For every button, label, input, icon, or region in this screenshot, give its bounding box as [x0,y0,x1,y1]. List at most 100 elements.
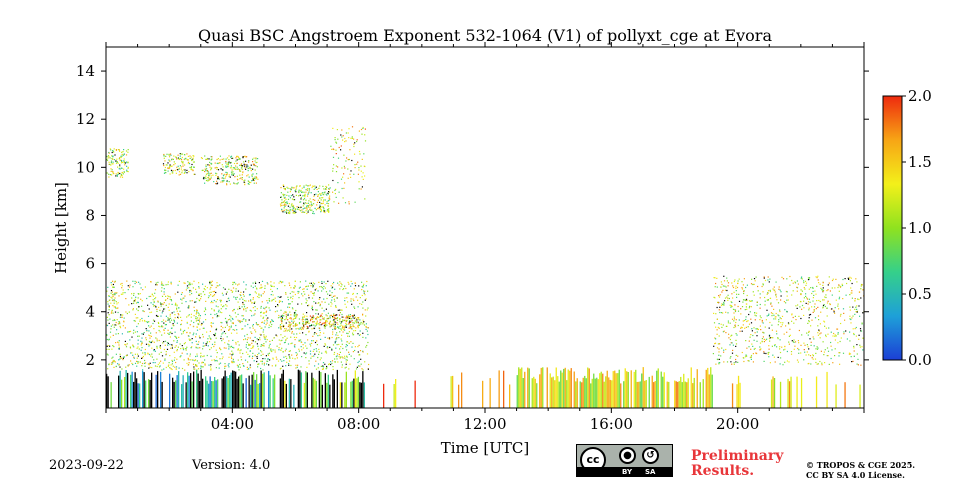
data-pixel [157,363,159,366]
data-pixel [320,319,322,321]
y-tick-label: 10 [76,158,95,176]
data-pixel [828,276,830,278]
cc-by-label: BY [622,468,633,476]
data-pixel [284,335,286,337]
data-pixel [170,319,173,321]
data-pixel [200,157,203,159]
data-pixel [171,344,173,346]
data-pixel [106,324,108,326]
data-pixel [291,301,293,303]
data-streak [608,377,610,408]
data-streak [656,370,658,408]
data-pixel [143,310,145,313]
data-pixel [806,297,808,299]
colorbar [882,95,903,361]
data-pixel [182,297,184,299]
data-pixel [718,354,720,356]
data-pixel [756,331,758,333]
data-pixel [770,303,772,305]
data-pixel [263,337,265,339]
data-pixel [759,346,761,348]
data-streak [119,370,121,408]
data-pixel [718,323,720,325]
data-pixel [860,364,862,366]
data-pixel [227,364,229,366]
data-pixel [326,297,328,300]
data-pixel [152,303,154,305]
data-pixel [311,324,313,327]
data-pixel [225,321,227,323]
data-pixel [346,297,348,299]
data-pixel [248,343,250,346]
data-pixel [342,139,344,141]
data-pixel [346,356,348,358]
data-streak [668,381,670,408]
data-pixel [195,301,197,303]
data-pixel [128,304,130,306]
data-pixel [291,198,294,200]
data-pixel [127,331,129,333]
data-pixel [240,291,242,293]
data-pixel [178,336,180,338]
data-pixel [338,191,340,193]
data-pixel [794,341,797,343]
data-pixel [131,362,133,364]
data-pixel [233,162,236,165]
data-pixel [319,208,321,210]
data-pixel [861,322,863,324]
data-pixel [306,347,308,349]
y-tick-label: 4 [85,303,95,321]
data-pixel [111,297,113,299]
data-pixel [211,359,213,361]
data-streak [736,384,738,408]
data-pixel [235,343,237,345]
data-pixel [295,325,297,327]
data-pixel [795,319,797,321]
data-pixel [296,353,298,355]
data-pixel [342,357,344,359]
data-pixel [261,344,263,346]
data-pixel [228,348,230,350]
data-pixel [302,288,304,290]
data-pixel [211,295,214,297]
data-pixel [834,312,836,314]
data-pixel [362,323,364,325]
data-pixel [307,202,310,204]
data-pixel [335,153,337,155]
data-pixel [284,203,286,205]
data-pixel [762,283,764,285]
data-pixel [316,188,318,190]
data-pixel [179,165,181,167]
data-pixel [365,325,367,328]
data-pixel [111,163,113,165]
data-pixel [255,287,258,289]
data-pixel [252,178,255,180]
data-pixel [225,166,227,168]
data-pixel [184,282,186,284]
data-pixel [198,315,200,317]
data-pixel [852,328,854,330]
data-streak [590,383,592,408]
data-pixel [181,352,183,354]
data-streak [245,378,247,408]
data-pixel [862,337,864,339]
data-pixel [295,189,297,191]
data-pixel [323,326,325,328]
data-streak [336,369,338,408]
preliminary-line1: Preliminary [691,448,784,464]
data-pixel [298,328,300,330]
data-pixel [746,294,748,297]
data-pixel [766,338,768,340]
data-pixel [365,328,367,330]
data-pixel [356,319,358,321]
data-pixel [293,333,295,335]
data-pixel [198,319,200,321]
data-streak [680,376,682,408]
data-pixel [158,306,160,308]
data-pixel [110,282,112,284]
data-pixel [734,310,737,313]
data-pixel [302,332,304,334]
data-pixel [239,320,241,323]
data-pixel [185,157,187,159]
data-pixel [302,313,304,315]
